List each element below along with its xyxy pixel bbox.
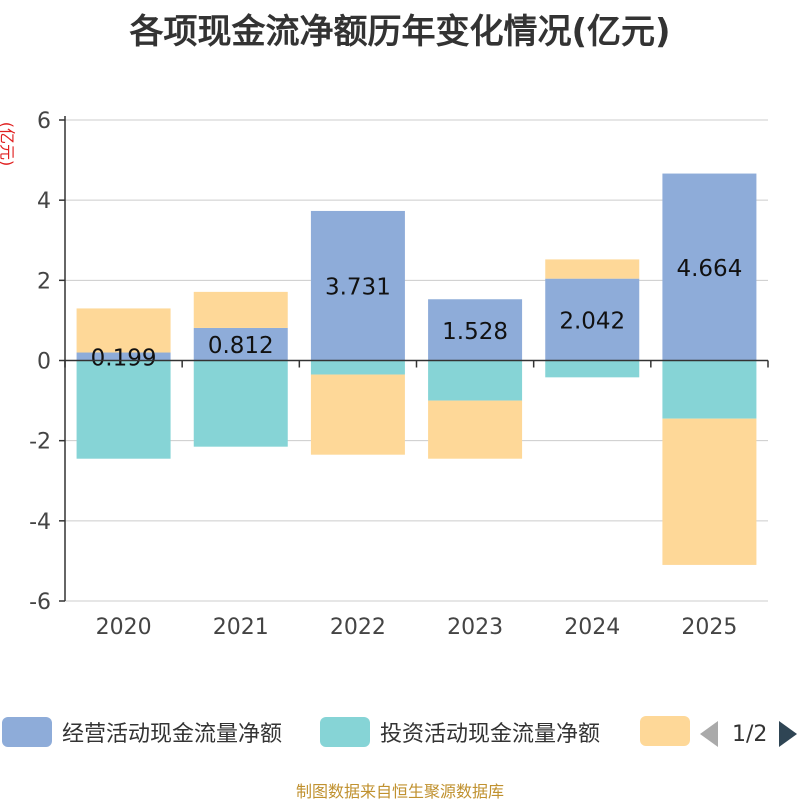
data-label: 3.731: [325, 275, 391, 301]
bar-2022-series-2: [310, 374, 405, 455]
bar-2021-series-2: [193, 291, 288, 328]
bar-2022-series-1: [310, 360, 405, 375]
bar-2025-series-2: [662, 418, 757, 565]
y-tick-label: 4: [37, 189, 51, 214]
x-tick-label: 2020: [96, 615, 152, 640]
x-tick-label: 2022: [330, 615, 386, 640]
x-tick-label: 2023: [447, 615, 503, 640]
y-tick-label: 0: [37, 350, 51, 375]
legend-swatch-financing: [640, 716, 690, 746]
bar-2021-series-1: [193, 360, 288, 447]
legend-item-investing[interactable]: 投资活动现金流量净额: [320, 716, 600, 748]
data-labels: 0.199 0.812 3.731 1.528 2.042 4.664: [91, 256, 743, 371]
bar-2023-series-1: [428, 360, 523, 401]
legend-swatch-investing: [320, 717, 370, 747]
chart-title: 各项现金流净额历年变化情况(亿元): [129, 12, 671, 52]
x-tick-label: 2024: [564, 615, 620, 640]
legend-pager: 1/2: [700, 716, 798, 752]
legend-page-indicator: 1/2: [732, 721, 768, 747]
axes: 6 4 2 0 -2 -4 -6 2020 2021 2022 2023 2024 2025: [29, 109, 769, 640]
bar-2022-series-0: [310, 210, 405, 361]
legend-label-operating: 经营活动现金流量净额: [62, 722, 283, 747]
bar-2024-series-2: [545, 259, 640, 279]
source-note: 制图数据来自恒生聚源数据库: [295, 782, 504, 801]
bar-2023-series-2: [428, 400, 523, 459]
gridlines: [65, 119, 768, 602]
legend: 经营活动现金流量净额 投资活动现金流量净额 1/2: [0, 716, 800, 756]
legend-item-financing[interactable]: [640, 716, 700, 746]
y-tick-label: -2: [29, 430, 51, 455]
bar-2020-series-2: [76, 308, 171, 353]
bar-2025-series-0: [662, 173, 757, 361]
y-tick-label: -4: [29, 510, 51, 535]
bar-2024-series-0: [545, 278, 640, 361]
data-label: 4.664: [676, 256, 742, 282]
legend-item-operating[interactable]: 经营活动现金流量净额: [2, 716, 282, 748]
legend-prev-page-icon[interactable]: [700, 721, 718, 747]
x-tick-label: 2021: [213, 615, 269, 640]
y-tick-label: -6: [29, 590, 51, 615]
stacked-bar-chart: 0.199 0.812 3.731 1.528 2.042 4.664 6 4 2 0 -2 -4 -…: [29, 109, 769, 640]
data-label: 1.528: [442, 319, 508, 345]
y-tick-label: 6: [37, 109, 51, 134]
bar-2021-series-0: [193, 327, 288, 361]
bar-2024-series-1: [545, 360, 640, 378]
x-tick-label: 2025: [681, 615, 737, 640]
legend-label-investing: 投资活动现金流量净额: [380, 722, 601, 747]
bars: [76, 173, 757, 565]
bar-2020-series-0: [76, 352, 171, 361]
data-label: 0.199: [91, 346, 157, 372]
legend-next-page-icon[interactable]: [779, 721, 798, 747]
data-label: 0.812: [208, 333, 274, 359]
bar-2023-series-0: [428, 299, 523, 361]
bar-2025-series-1: [662, 360, 757, 419]
bar-2020-series-1: [76, 360, 171, 459]
y-tick-label: 2: [37, 269, 51, 294]
data-label: 2.042: [559, 309, 625, 335]
legend-swatch-operating: [2, 717, 52, 747]
